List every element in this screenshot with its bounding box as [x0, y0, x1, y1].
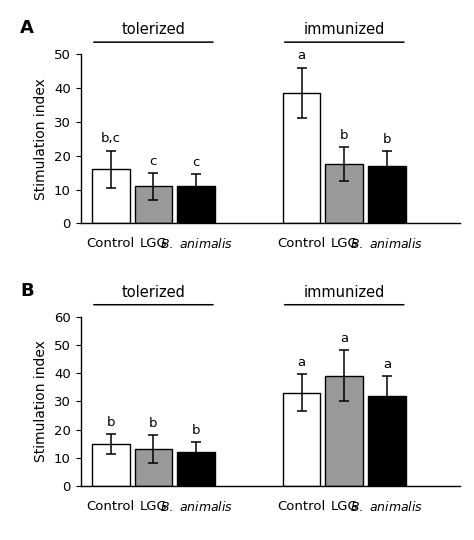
Bar [177, 452, 215, 486]
Text: c: c [192, 156, 200, 169]
Text: Control: Control [87, 237, 135, 250]
Text: tolerized: tolerized [121, 285, 185, 300]
Text: Control: Control [277, 237, 326, 250]
Bar [326, 376, 363, 486]
Bar [283, 393, 320, 486]
Text: b: b [340, 129, 348, 142]
Text: a: a [383, 358, 391, 371]
Text: LGG: LGG [139, 237, 167, 250]
Text: Control: Control [87, 500, 135, 512]
Text: $\it{B.\ animalis}$: $\it{B.\ animalis}$ [160, 500, 233, 514]
Text: b: b [192, 424, 201, 437]
Text: Control: Control [277, 500, 326, 512]
Text: immunized: immunized [303, 285, 385, 300]
Text: $\it{B.\ animalis}$: $\it{B.\ animalis}$ [160, 237, 233, 251]
Text: immunized: immunized [303, 22, 385, 37]
Text: A: A [20, 19, 34, 37]
Bar [92, 169, 129, 224]
Bar [283, 93, 320, 224]
Text: LGG: LGG [139, 500, 167, 512]
Text: LGG: LGG [330, 237, 358, 250]
Text: LGG: LGG [330, 500, 358, 512]
Bar [135, 449, 172, 486]
Bar [326, 164, 363, 224]
Text: tolerized: tolerized [121, 22, 185, 37]
Text: a: a [298, 356, 306, 369]
Text: b: b [149, 417, 158, 430]
Y-axis label: Stimulation index: Stimulation index [35, 78, 48, 200]
Bar [368, 166, 406, 224]
Y-axis label: Stimulation index: Stimulation index [35, 340, 48, 462]
Bar [177, 186, 215, 224]
Text: a: a [340, 333, 348, 346]
Bar [368, 396, 406, 486]
Text: a: a [298, 50, 306, 63]
Bar [92, 444, 129, 486]
Text: b,c: b,c [100, 132, 121, 145]
Text: $\it{B.\ animalis}$: $\it{B.\ animalis}$ [350, 237, 423, 251]
Text: b: b [107, 416, 115, 429]
Text: $\it{B.\ animalis}$: $\it{B.\ animalis}$ [350, 500, 423, 514]
Text: b: b [383, 133, 391, 146]
Bar [135, 186, 172, 224]
Text: B: B [20, 282, 34, 300]
Text: c: c [150, 154, 157, 167]
